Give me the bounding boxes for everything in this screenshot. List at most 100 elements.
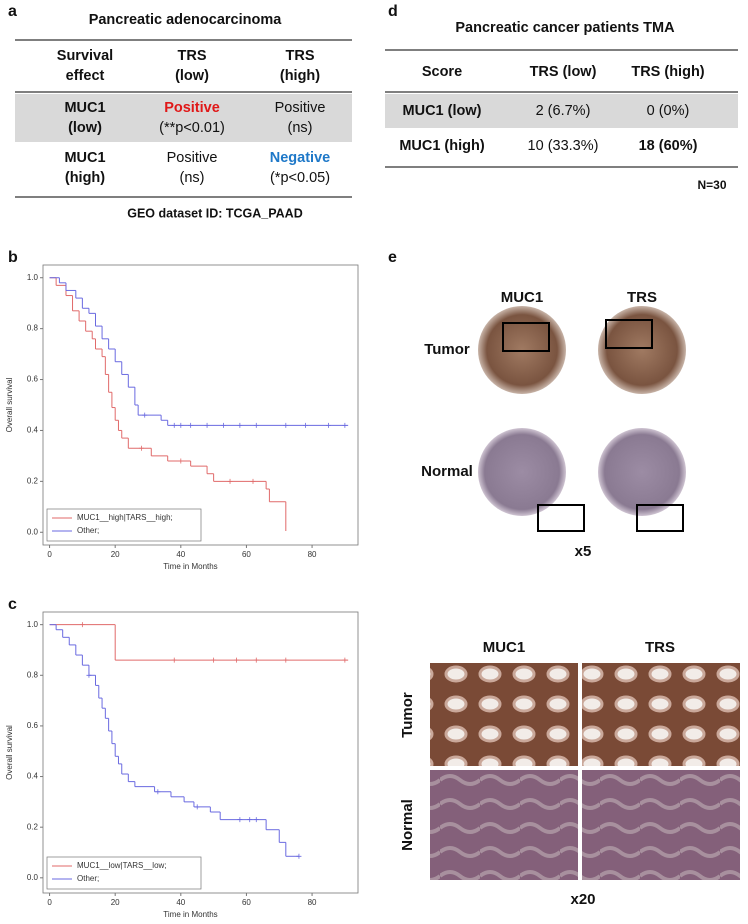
censor-mark [171, 422, 177, 428]
zoom-box [636, 504, 684, 532]
censor-mark [138, 445, 144, 451]
text: (high) [280, 68, 320, 84]
censor-mark [171, 657, 177, 663]
text: e [388, 249, 397, 266]
zoom-box [537, 504, 585, 532]
text: Survival [57, 48, 113, 64]
text: MUC1 [64, 100, 105, 116]
censor-mark [283, 657, 289, 663]
censor-mark [234, 657, 240, 663]
censor-mark [204, 422, 210, 428]
text: Tumor [424, 341, 470, 358]
zoom-box [502, 322, 550, 352]
text: GEO dataset ID: TCGA_PAAD [127, 206, 303, 220]
x-tick-label: 60 [242, 898, 251, 907]
text: MUC1 [483, 639, 526, 656]
legend-frame [46, 508, 202, 542]
censor-mark [342, 657, 348, 663]
censor-mark [178, 422, 184, 428]
y-tick-label: 0.6 [27, 721, 39, 730]
y-axis-title: Overall survival [5, 377, 14, 432]
text: d [388, 3, 398, 20]
text: (ns) [180, 170, 205, 186]
text: MUC1 (low) [403, 103, 482, 119]
text: (low) [175, 68, 209, 84]
y-tick-label: 0.2 [27, 476, 39, 485]
micrograph [582, 770, 740, 880]
x-tick-label: 20 [111, 550, 120, 559]
censor-mark [303, 422, 308, 428]
legend-label: MUC1__high|TARS__high; [77, 513, 173, 522]
text: 0 (0%) [647, 103, 690, 119]
text: TRS [286, 48, 315, 64]
text: b [8, 249, 18, 266]
text: (low) [68, 120, 102, 136]
censor-mark [342, 422, 348, 428]
text: (**p<0.01) [159, 120, 225, 136]
plot-frame [42, 264, 359, 546]
legend-label: Other; [77, 526, 99, 535]
tma-core [478, 428, 566, 516]
censor-mark [178, 458, 184, 464]
micrograph [582, 663, 740, 766]
text: TRS [178, 48, 207, 64]
censor-mark [296, 853, 302, 859]
text: MUC1 (high) [399, 138, 485, 154]
censor-mark [253, 817, 259, 823]
text: Pancreatic adenocarcinoma [89, 12, 283, 28]
text: Pancreatic cancer patients TMA [455, 20, 675, 36]
y-tick-label: 0.8 [27, 670, 39, 679]
text: Positive [167, 150, 218, 166]
text: (ns) [288, 120, 313, 136]
row-shade [15, 94, 352, 142]
text: (*p<0.05) [270, 170, 330, 186]
text: MUC1 [64, 150, 105, 166]
censor-mark [250, 478, 256, 484]
censor-mark [253, 422, 259, 428]
row-shade [385, 94, 738, 128]
text: (high) [65, 170, 105, 186]
text: effect [66, 68, 105, 84]
text: Tumor [399, 692, 416, 738]
y-tick-label: 0.0 [27, 527, 39, 536]
censor-mark [79, 622, 85, 628]
censor-mark [194, 804, 200, 810]
y-axis-title: Overall survival [5, 725, 14, 780]
y-tick-label: 0.2 [27, 822, 39, 831]
histology-images [430, 306, 740, 880]
censor-mark [188, 422, 194, 428]
text: c [8, 596, 17, 613]
tma-core [598, 306, 686, 394]
censor-mark [247, 817, 253, 823]
text: Normal [399, 799, 416, 851]
x-tick-label: 20 [111, 898, 120, 907]
censor-mark [253, 657, 259, 663]
text: TRS (low) [530, 64, 597, 80]
text: Normal [421, 463, 473, 480]
text: TRS (high) [631, 64, 704, 80]
censor-mark [227, 478, 233, 484]
censor-mark [155, 789, 161, 795]
text: x5 [575, 543, 592, 560]
micrograph [430, 770, 578, 880]
text: MUC1 [501, 289, 544, 306]
x-tick-label: 0 [47, 550, 52, 559]
text: a [8, 3, 17, 20]
text: N=30 [697, 178, 726, 192]
text: TRS [645, 639, 675, 656]
x-tick-label: 40 [176, 550, 185, 559]
text: 10 (33.3%) [528, 138, 599, 154]
text: TRS [627, 289, 657, 306]
y-tick-label: 1.0 [27, 273, 39, 282]
legend-frame [46, 856, 202, 890]
text: Positive [164, 100, 220, 116]
legend-label: Other; [77, 874, 99, 883]
x-tick-label: 0 [47, 898, 52, 907]
censor-mark [220, 422, 226, 428]
y-tick-label: 0.6 [27, 375, 39, 384]
text: Score [422, 64, 462, 80]
censor-mark [325, 422, 331, 428]
y-tick-label: 0.4 [27, 772, 39, 781]
tma-core [598, 428, 686, 516]
